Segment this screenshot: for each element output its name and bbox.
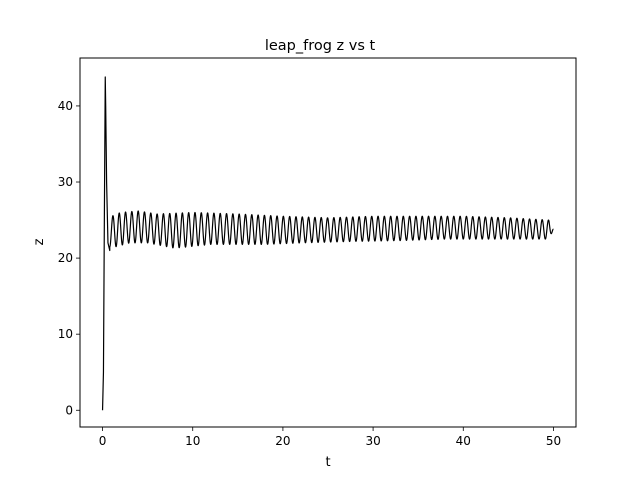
- x-tick-label: 50: [546, 434, 561, 448]
- y-tick-label: 40: [58, 99, 73, 113]
- y-tick-label: 30: [58, 175, 73, 189]
- x-tick-label: 30: [365, 434, 380, 448]
- x-tick-label: 0: [99, 434, 107, 448]
- y-axis-label: z: [32, 238, 47, 245]
- y-axis: 0 10 20 30 40: [58, 99, 80, 417]
- x-tick-label: 40: [456, 434, 471, 448]
- axes-frame: [79, 57, 577, 428]
- plot-area: [101, 76, 554, 411]
- x-tick-label: 20: [275, 434, 290, 448]
- x-axis-label: t: [325, 455, 330, 470]
- x-tick-label: 10: [185, 434, 200, 448]
- y-tick-label: 20: [58, 251, 73, 265]
- chart-title: leap_frog z vs t: [265, 38, 376, 54]
- y-tick-label: 10: [58, 327, 73, 341]
- series-line: [101, 76, 554, 411]
- y-tick-label: 0: [65, 403, 73, 417]
- x-axis: 0 10 20 30 40 50: [99, 427, 561, 448]
